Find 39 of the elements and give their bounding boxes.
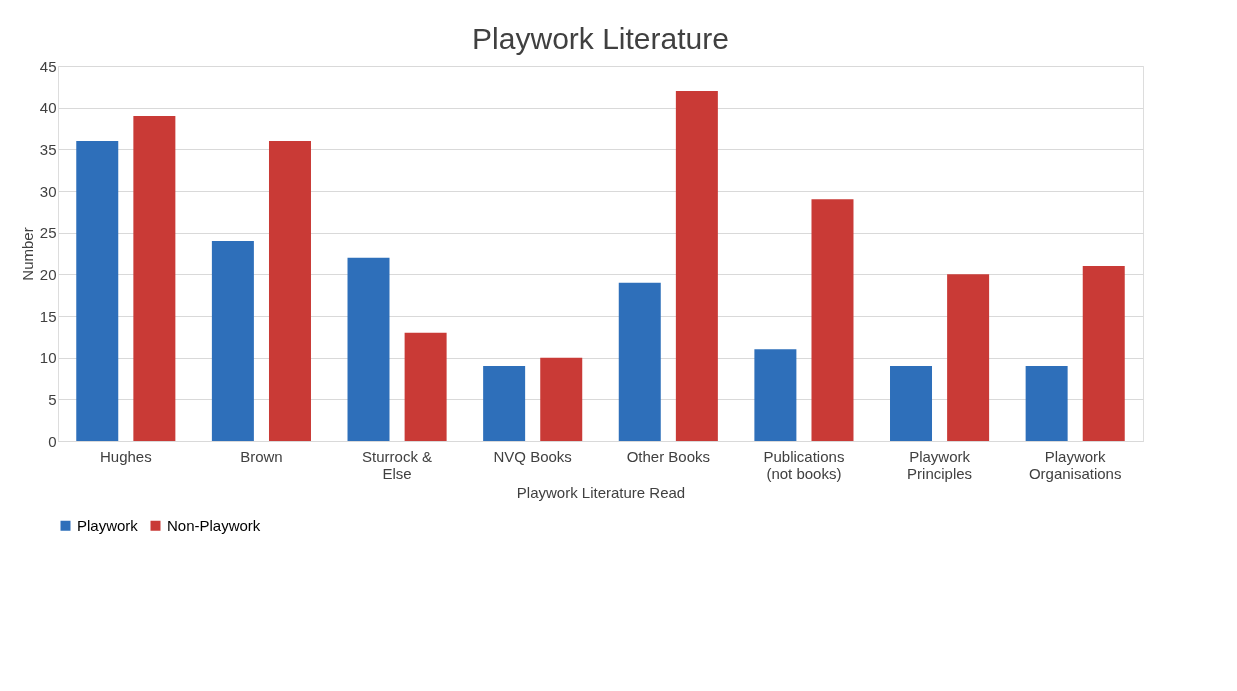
x-tick-label: Hughes [99, 447, 152, 465]
x-axis-title: Playwork Literature Read [516, 483, 686, 501]
chart-title: Playwork Literature [472, 22, 729, 55]
y-tick-label: 45 [39, 57, 57, 75]
y-tick-label: 5 [48, 390, 57, 408]
x-tick-label: Other Books [626, 447, 710, 465]
bar [811, 199, 854, 441]
bar [483, 366, 526, 441]
x-tick-label: Playwork Principles [907, 447, 973, 482]
y-tick-label: 10 [39, 349, 57, 367]
bar [890, 366, 933, 441]
bar [211, 241, 254, 441]
legend-label: Playwork [77, 516, 139, 534]
x-tick-label: Sturrock & Else [362, 447, 433, 482]
bar [133, 116, 176, 441]
y-tick-label: 20 [39, 265, 57, 283]
y-tick-label: 40 [39, 99, 57, 117]
bar [540, 357, 583, 441]
legend-label: Non-Playwork [167, 516, 261, 534]
bar [618, 282, 661, 441]
bar [404, 332, 447, 441]
bar [268, 141, 311, 441]
y-axis-title: Number [18, 227, 36, 281]
y-tick-label: 0 [48, 432, 57, 450]
x-tick-label: Brown [240, 447, 283, 465]
bar [1082, 266, 1125, 441]
bar [1025, 366, 1068, 441]
bar [947, 274, 990, 441]
x-tick-label: Publications (not books) [763, 447, 845, 482]
x-tick-label: NVQ Books [493, 447, 572, 465]
y-tick-label: 35 [39, 140, 57, 158]
bar [754, 349, 797, 441]
bar [347, 257, 390, 441]
bar [675, 91, 718, 441]
y-tick-label: 25 [39, 224, 57, 242]
bar [76, 141, 119, 441]
x-tick-label: Playwork Organisations [1028, 447, 1122, 482]
y-tick-label: 15 [39, 307, 57, 325]
y-tick-label: 30 [39, 182, 57, 200]
